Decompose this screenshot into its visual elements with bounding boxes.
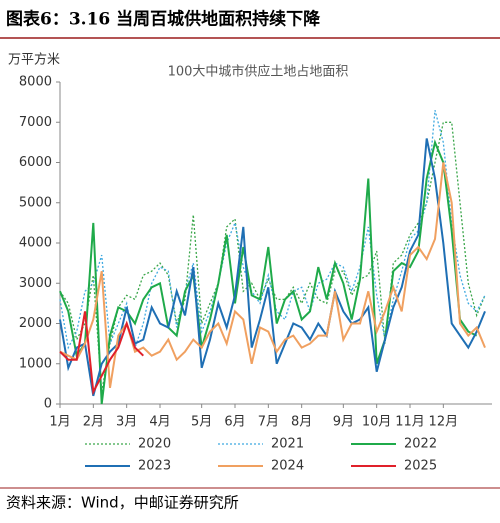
- y-tick-label: 3000: [19, 276, 52, 291]
- x-tick-label: 6月: [224, 415, 245, 430]
- y-tick-label: 5000: [19, 195, 52, 210]
- chart-title: 100大中城市供应土地占地面积: [168, 64, 349, 80]
- x-tick-label: 2月: [83, 415, 104, 430]
- y-tick-label: 4000: [19, 236, 52, 251]
- x-tick-label: 11月: [395, 415, 425, 430]
- series-line: [59, 311, 144, 396]
- y-tick-label: 8000: [19, 75, 52, 90]
- y-tick-label: 7000: [19, 115, 52, 130]
- legend-label: 2020: [138, 437, 171, 452]
- legend-label: 2025: [404, 459, 437, 474]
- x-tick-label: 10月: [362, 415, 392, 430]
- x-tick-label: 9月: [333, 415, 354, 430]
- legend-label: 2022: [404, 437, 437, 452]
- x-tick-label: 5月: [191, 415, 212, 430]
- page-heading: 图表6：3.16 当周百城供地面积持续下降: [6, 9, 321, 30]
- legend-label: 2023: [138, 459, 171, 474]
- x-tick-label: 12月: [429, 415, 459, 430]
- x-tick-label: 8月: [291, 415, 312, 430]
- source-note: 资料来源：Wind，中邮证券研究所: [6, 494, 239, 512]
- x-tick-label: 4月: [149, 415, 170, 430]
- legend-label: 2024: [271, 459, 304, 474]
- legend-label: 2021: [271, 437, 304, 452]
- y-axis-label: 万平方米: [8, 52, 60, 68]
- x-tick-label: 1月: [49, 415, 70, 430]
- y-tick-label: 1000: [19, 356, 52, 371]
- y-tick-label: 2000: [19, 316, 52, 331]
- series-line: [59, 121, 486, 393]
- x-tick-label: 3月: [116, 415, 137, 430]
- series-line: [59, 138, 486, 397]
- y-tick-label: 0: [44, 397, 52, 412]
- x-tick-label: 7月: [258, 415, 279, 430]
- y-tick-label: 6000: [19, 155, 52, 170]
